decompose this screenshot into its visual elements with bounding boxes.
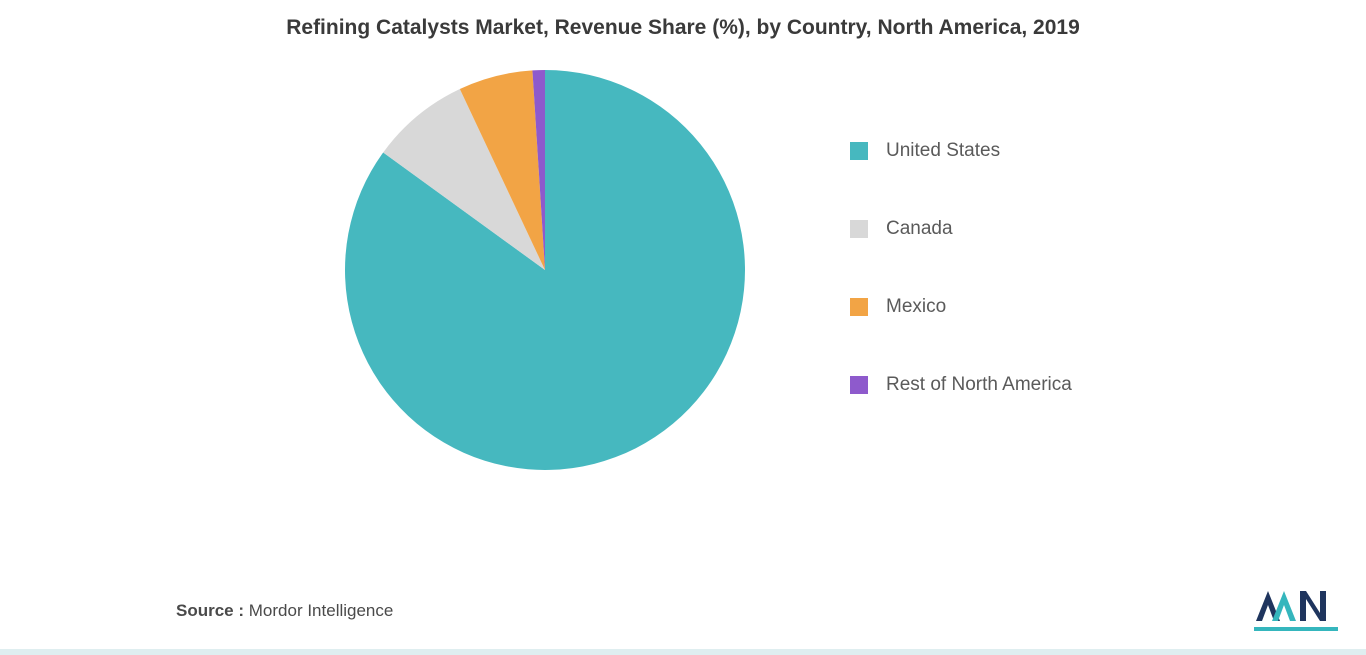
legend-label: Rest of North America	[886, 374, 1072, 396]
brand-logo	[1254, 581, 1338, 631]
chart-title-text: Refining Catalysts Market, Revenue Share…	[286, 16, 1080, 39]
bottom-accent-bar	[0, 649, 1366, 655]
source-label: Source :	[176, 601, 244, 620]
legend-swatch-canada	[850, 220, 868, 238]
source-value: Mordor Intelligence	[249, 601, 394, 620]
legend-swatch-us	[850, 142, 868, 160]
legend-swatch-mexico	[850, 298, 868, 316]
source-attribution: Source : Mordor Intelligence	[176, 601, 393, 621]
legend-item-rona: Rest of North America	[850, 374, 1072, 396]
legend-item-mexico: Mexico	[850, 296, 1072, 318]
pie-chart	[345, 70, 745, 470]
legend-swatch-rona	[850, 376, 868, 394]
legend-item-us: United States	[850, 140, 1072, 162]
legend-label: Mexico	[886, 296, 946, 318]
legend: United States Canada Mexico Rest of Nort…	[850, 140, 1072, 396]
legend-label: Canada	[886, 218, 953, 240]
legend-label: United States	[886, 140, 1000, 162]
legend-item-canada: Canada	[850, 218, 1072, 240]
chart-title: Refining Catalysts Market, Revenue Share…	[0, 16, 1366, 40]
